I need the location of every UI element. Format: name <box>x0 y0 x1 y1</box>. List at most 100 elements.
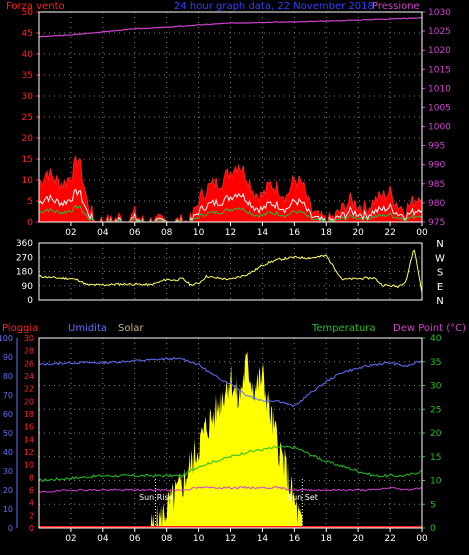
pioggia-ytick-label: 26 <box>24 359 34 368</box>
wind-ytick-label: 0 <box>27 218 33 228</box>
pressure-ytick-label: 975 <box>428 218 445 228</box>
direction-compass-label: N <box>436 239 443 250</box>
temp-ytick-label: 20 <box>430 429 442 439</box>
temp-xtick-label: 16 <box>289 534 301 544</box>
pioggia-ytick-label: 18 <box>24 410 34 419</box>
pressure-ytick-label: 1015 <box>428 65 451 75</box>
temp-xtick-label: 18 <box>321 534 333 544</box>
direction-compass-label: N <box>436 296 443 307</box>
wind-xtick-label: 22 <box>384 228 395 238</box>
direction-compass-label: W <box>435 253 445 264</box>
temp-xtick-label: 02 <box>65 534 76 544</box>
temp-ytick-label: 5 <box>430 500 436 510</box>
wind-ytick-label: 35 <box>22 71 33 81</box>
umidita-ytick-label: 60 <box>3 410 13 419</box>
direction-ytick-label: 180 <box>16 268 33 278</box>
temp-xtick-label: 22 <box>384 534 395 544</box>
temp-xtick-label: 08 <box>161 534 173 544</box>
wind-xtick-label: 08 <box>161 228 173 238</box>
temp-xtick-label: 00 <box>416 534 428 544</box>
pioggia-ytick-label: 12 <box>24 448 34 457</box>
wind-ytick-label: 5 <box>27 197 33 207</box>
wind-xtick-label: 16 <box>289 228 301 238</box>
wind-xtick-label: 04 <box>97 228 109 238</box>
temp-xtick-label: 14 <box>257 534 269 544</box>
direction-compass-label: S <box>437 268 443 279</box>
temp-xtick-label: 20 <box>352 534 364 544</box>
pioggia-ytick-label: 14 <box>24 435 34 444</box>
wind-xtick-label: 00 <box>416 228 428 238</box>
temp-ytick-label: 0 <box>430 524 436 534</box>
pioggia-ytick-label: 16 <box>24 423 34 432</box>
umidita-ytick-label: 80 <box>3 372 13 381</box>
pressure-ytick-label: 985 <box>428 180 445 190</box>
umidita-ytick-label: 50 <box>3 429 13 438</box>
umidita-ytick-label: 0 <box>8 524 13 533</box>
wind-axis-title: Forza vento <box>6 1 65 12</box>
umidita-ytick-label: 90 <box>3 353 13 362</box>
direction-compass-label: E <box>437 282 443 293</box>
umidita-ytick-label: 20 <box>3 486 13 495</box>
wind-ytick-label: 45 <box>22 29 33 39</box>
wind-ytick-label: 10 <box>22 176 34 186</box>
dewpoint-title: Dew Point (°C) <box>393 323 466 334</box>
pioggia-ytick-label: 6 <box>29 486 34 495</box>
pressure-ytick-label: 995 <box>428 142 445 152</box>
pioggia-ytick-label: 28 <box>24 347 34 356</box>
pioggia-ytick-label: 20 <box>24 397 34 406</box>
direction-ytick-label: 0 <box>27 296 33 306</box>
pioggia-ytick-label: 2 <box>29 511 34 520</box>
pioggia-ytick-label: 30 <box>24 334 34 343</box>
pressure-ytick-label: 1030 <box>428 8 451 18</box>
wind-xtick-label: 02 <box>65 228 76 238</box>
temp-ytick-label: 30 <box>430 382 442 392</box>
umidita-ytick-label: 100 <box>0 334 13 343</box>
temp-ytick-label: 15 <box>430 453 441 463</box>
wind-xtick-label: 20 <box>352 228 364 238</box>
umidita-title: Umidita <box>68 323 107 334</box>
umidita-ytick-label: 10 <box>3 505 13 514</box>
sun-set-label: Sun Set <box>287 493 318 502</box>
pioggia-ytick-label: 22 <box>24 385 34 394</box>
umidita-ytick-label: 40 <box>3 448 13 457</box>
temp-ytick-label: 35 <box>430 358 441 368</box>
temp-xtick-label: 04 <box>97 534 109 544</box>
pressure-ytick-label: 1005 <box>428 103 451 113</box>
temp-xtick-label: 12 <box>225 534 236 544</box>
direction-ytick-label: 270 <box>16 253 33 263</box>
direction-ytick-label: 360 <box>16 239 33 249</box>
wind-ytick-label: 50 <box>22 8 34 18</box>
temp-xtick-label: 06 <box>129 534 141 544</box>
temp-ytick-label: 25 <box>430 405 441 415</box>
wind-xtick-label: 12 <box>225 228 236 238</box>
temp-ytick-label: 40 <box>430 334 442 344</box>
pioggia-ytick-label: 4 <box>29 499 34 508</box>
wind-xtick-label: 06 <box>129 228 141 238</box>
wind-ytick-label: 25 <box>22 113 33 123</box>
temp-xtick-label: 10 <box>193 534 205 544</box>
wind-xtick-label: 14 <box>257 228 269 238</box>
pioggia-ytick-label: 10 <box>24 461 34 470</box>
pressure-axis-title: Pressione <box>372 1 420 12</box>
wind-xtick-label: 18 <box>321 228 333 238</box>
wind-ytick-label: 20 <box>22 134 34 144</box>
direction-ytick-label: 90 <box>22 282 34 292</box>
pioggia-ytick-label: 0 <box>29 524 34 533</box>
pressure-ytick-label: 1025 <box>428 27 451 37</box>
wind-ytick-label: 15 <box>22 155 33 165</box>
wind-ytick-label: 40 <box>22 50 34 60</box>
wind-ytick-label: 30 <box>22 92 34 102</box>
pioggia-title: Pioggia <box>2 323 38 334</box>
sun-rise-label: Sun Rise <box>139 493 174 502</box>
solar-title: Solar <box>118 323 144 334</box>
umidita-ytick-label: 30 <box>3 467 13 476</box>
temperatura-title: Temperatura <box>311 323 376 334</box>
pressure-ytick-label: 1020 <box>428 46 451 56</box>
wind-xtick-label: 10 <box>193 228 205 238</box>
temp-ytick-label: 10 <box>430 477 442 487</box>
pressure-ytick-label: 1010 <box>428 84 451 94</box>
chart-title: 24 hour graph data, 22 November 2018 <box>174 1 374 12</box>
umidita-ytick-label: 70 <box>3 391 13 400</box>
pressure-ytick-label: 980 <box>428 199 445 209</box>
